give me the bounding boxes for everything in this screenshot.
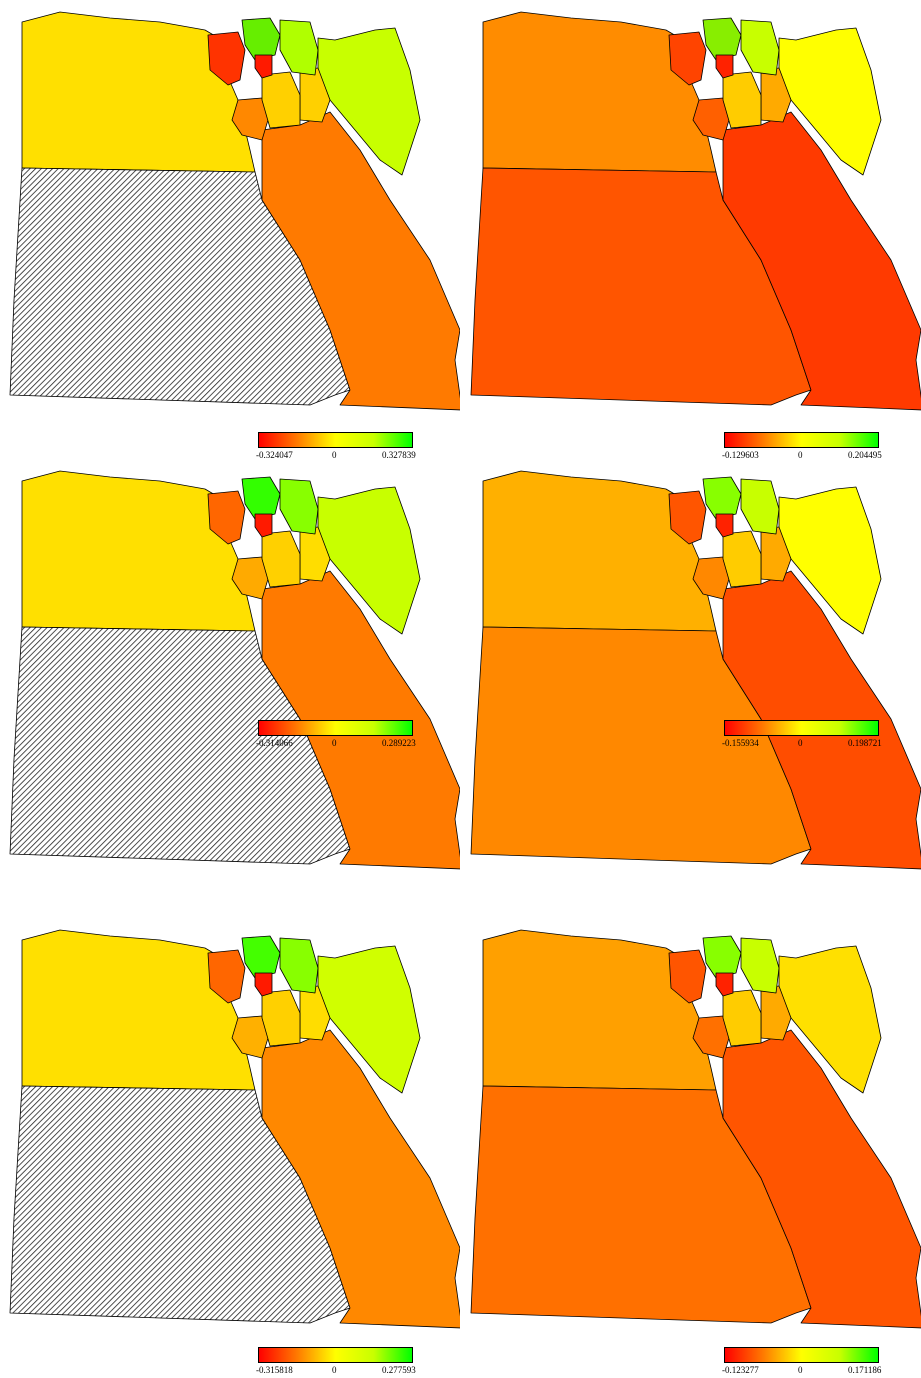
region-delta-c [722,71,762,129]
region-delta-a [668,490,707,545]
region-delta-e [715,972,734,997]
region-delta-d [279,478,319,535]
map-panel-5 [0,918,460,1377]
region-redsea [261,570,460,870]
egypt-choropleth-map [470,11,921,411]
color-legend-3: -0.314066 0 0.289223 [256,720,448,750]
legend-zero-label: 0 [798,738,803,748]
region-delta-b [241,935,281,979]
legend-min-label: -0.129603 [722,450,759,460]
region-redsea [261,1029,460,1329]
legend-max-label: 0.204495 [848,450,882,460]
region-delta-d [740,478,780,535]
region-delta-c [261,530,301,588]
egypt-choropleth-map [470,470,921,870]
region-delta-d [740,937,780,994]
color-legend-1: -0.324047 0 0.327839 [256,432,448,462]
legend-max-label: 0.171186 [848,1365,882,1375]
region-delta-b [702,935,742,979]
region-delta-e [254,513,273,538]
region-delta-a [668,31,707,86]
legend-min-label: -0.155934 [722,738,759,748]
egypt-choropleth-map [9,11,460,411]
legend-max-label: 0.289223 [382,738,416,748]
region-delta-c [261,989,301,1047]
color-ramp-bar [724,720,879,736]
region-redsea [722,111,921,411]
region-redsea [722,1029,921,1329]
legend-zero-label: 0 [332,738,337,748]
region-delta-e [715,54,734,79]
region-delta-b [702,476,742,520]
legend-zero-label: 0 [798,450,803,460]
region-delta-b [241,17,281,61]
region-delta-a [207,31,246,86]
region-delta-c [722,989,762,1047]
legend-zero-label: 0 [332,1365,337,1375]
color-ramp-bar [724,1347,879,1363]
legend-max-label: 0.277593 [382,1365,416,1375]
legend-max-label: 0.198721 [848,738,882,748]
region-redsea [261,111,460,411]
map-panel-4 [461,459,921,918]
legend-zero-label: 0 [332,450,337,460]
color-ramp-bar [258,720,413,736]
region-delta-e [715,513,734,538]
color-legend-6: -0.123277 0 0.171186 [722,1347,914,1377]
region-redsea [722,570,921,870]
legend-min-label: -0.324047 [256,450,293,460]
region-delta-b [702,17,742,61]
region-delta-d [279,937,319,994]
egypt-choropleth-map [9,929,460,1329]
legend-min-label: -0.123277 [722,1365,759,1375]
color-legend-2: -0.129603 0 0.204495 [722,432,914,462]
color-legend-4: -0.155934 0 0.198721 [722,720,914,750]
map-panel-6 [461,918,921,1377]
legend-max-label: 0.327839 [382,450,416,460]
region-delta-e [254,972,273,997]
map-panel-1 [0,0,460,459]
region-delta-d [740,19,780,76]
legend-min-label: -0.315818 [256,1365,293,1375]
egypt-choropleth-map [9,470,460,870]
legend-min-label: -0.314066 [256,738,293,748]
color-ramp-bar [258,1347,413,1363]
region-delta-a [207,949,246,1004]
region-delta-a [668,949,707,1004]
color-legend-5: -0.315818 0 0.277593 [256,1347,448,1377]
region-delta-c [261,71,301,129]
region-delta-a [207,490,246,545]
map-panel-3 [0,459,460,918]
color-ramp-bar [724,432,879,448]
region-delta-e [254,54,273,79]
map-panel-2 [461,0,921,459]
color-ramp-bar [258,432,413,448]
region-delta-d [279,19,319,76]
legend-zero-label: 0 [798,1365,803,1375]
region-delta-c [722,530,762,588]
egypt-choropleth-map [470,929,921,1329]
region-delta-b [241,476,281,520]
